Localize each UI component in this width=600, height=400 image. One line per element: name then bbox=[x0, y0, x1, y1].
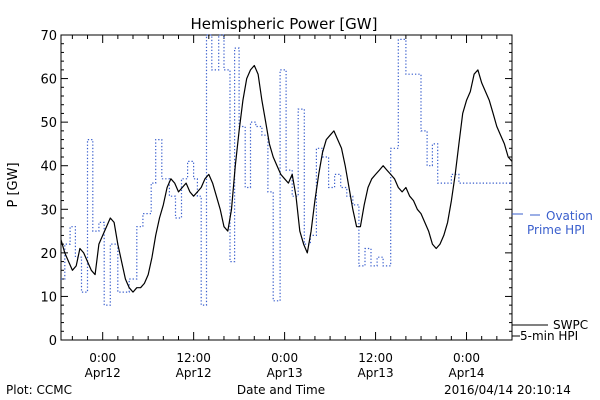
x-axis-label: Date and Time bbox=[237, 383, 325, 397]
x-tick-time-label: 0:00 bbox=[453, 351, 480, 365]
legend-label-swpc-line1: SWPC bbox=[553, 318, 588, 332]
y-tick-label: 10 bbox=[40, 290, 57, 305]
legend-label-ovation-line2: Prime HPI bbox=[527, 223, 585, 237]
y-tick-label: 20 bbox=[40, 247, 57, 262]
x-tick-time-label: 0:00 bbox=[89, 351, 116, 365]
x-tick-date-label: Apr12 bbox=[176, 366, 212, 380]
series-layer bbox=[60, 34, 513, 306]
y-tick-label: 0 bbox=[49, 334, 57, 349]
x-tick-time-label: 12:00 bbox=[176, 351, 211, 365]
x-tick-time-label: 0:00 bbox=[271, 351, 298, 365]
plot-frame bbox=[60, 34, 513, 341]
x-tick-date-label: Apr13 bbox=[267, 366, 303, 380]
x-tick-time-label: 12:00 bbox=[358, 351, 393, 365]
y-tick-label: 40 bbox=[40, 160, 57, 175]
y-axis-label: P [GW] bbox=[6, 162, 21, 207]
y-tick-label: 70 bbox=[40, 29, 57, 44]
chart-title: Hemispheric Power [GW] bbox=[191, 15, 378, 33]
series-line-swpc-hpi bbox=[60, 64, 513, 293]
x-tick-date-label: Apr14 bbox=[449, 366, 485, 380]
legend-label-swpc-line2: 5-min HPI bbox=[520, 329, 578, 343]
series-line-ovation-prime-hpi bbox=[61, 34, 512, 306]
y-tick-label: 50 bbox=[40, 116, 57, 131]
plot-credit: Plot: CCMC bbox=[6, 383, 72, 397]
y-tick-label: 60 bbox=[40, 73, 57, 88]
legend-label-ovation-line1: Ovation bbox=[546, 209, 593, 223]
y-tick-label: 30 bbox=[40, 203, 57, 218]
plot-timestamp: 2016/04/14 20:10:14 bbox=[444, 383, 571, 397]
x-tick-date-label: Apr12 bbox=[85, 366, 121, 380]
x-tick-date-label: Apr13 bbox=[358, 366, 394, 380]
x-axis: 0:00Apr1212:00Apr120:00Apr1312:00Apr130:… bbox=[71, 35, 513, 380]
y-axis: 0 10 20 30 40 50 60 70 bbox=[40, 29, 512, 349]
legend: Ovation Prime HPI SWPC 5-min HPI bbox=[512, 209, 593, 343]
